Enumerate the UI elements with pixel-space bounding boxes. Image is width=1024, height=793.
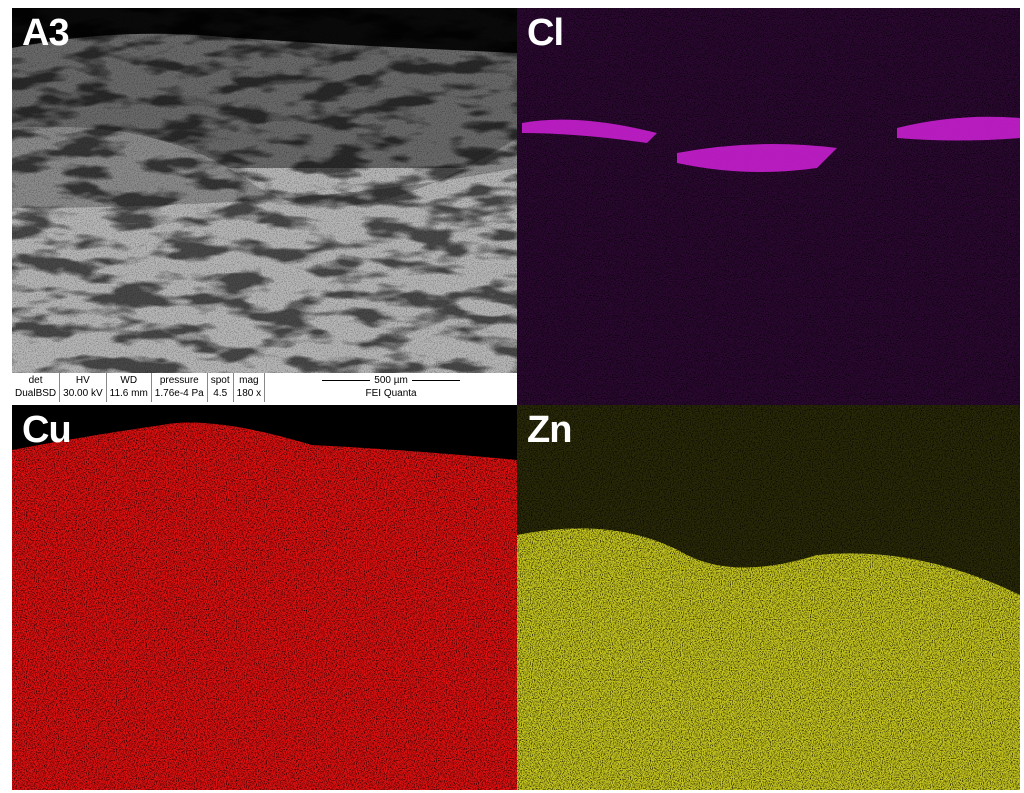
page: A3 detDualBSDHV30.00 kVWD11.6 mmpressure… xyxy=(0,0,1024,793)
info-value: 4.5 xyxy=(211,387,230,400)
info-header: pressure xyxy=(155,374,204,387)
scale-line xyxy=(322,380,370,381)
panel-label: Zn xyxy=(527,409,571,452)
instrument: FEI Quanta xyxy=(265,387,517,400)
panel-label: Cu xyxy=(22,409,71,452)
info-header: mag xyxy=(237,374,261,387)
info-header: HV xyxy=(63,374,102,387)
info-value: 11.6 mm xyxy=(110,387,148,400)
info-value: 30.00 kV xyxy=(63,387,102,400)
info-header: det xyxy=(15,374,56,387)
info-header: spot xyxy=(211,374,230,387)
info-value: 180 x xyxy=(237,387,261,400)
scale-text: 500 µm xyxy=(374,374,408,387)
info-value: DualBSD xyxy=(15,387,56,400)
panel-label: A3 xyxy=(22,12,69,55)
sem-image: A3 xyxy=(12,8,517,373)
cu-map: Cu xyxy=(12,405,517,790)
cl-map: Cl xyxy=(517,8,1020,405)
scale-bar: 500 µm xyxy=(265,374,517,387)
zn-map: Zn xyxy=(517,405,1020,790)
scale-line xyxy=(412,380,460,381)
panel-label: Cl xyxy=(527,12,563,55)
info-value: 1.76e-4 Pa xyxy=(155,387,204,400)
info-header: WD xyxy=(110,374,148,387)
